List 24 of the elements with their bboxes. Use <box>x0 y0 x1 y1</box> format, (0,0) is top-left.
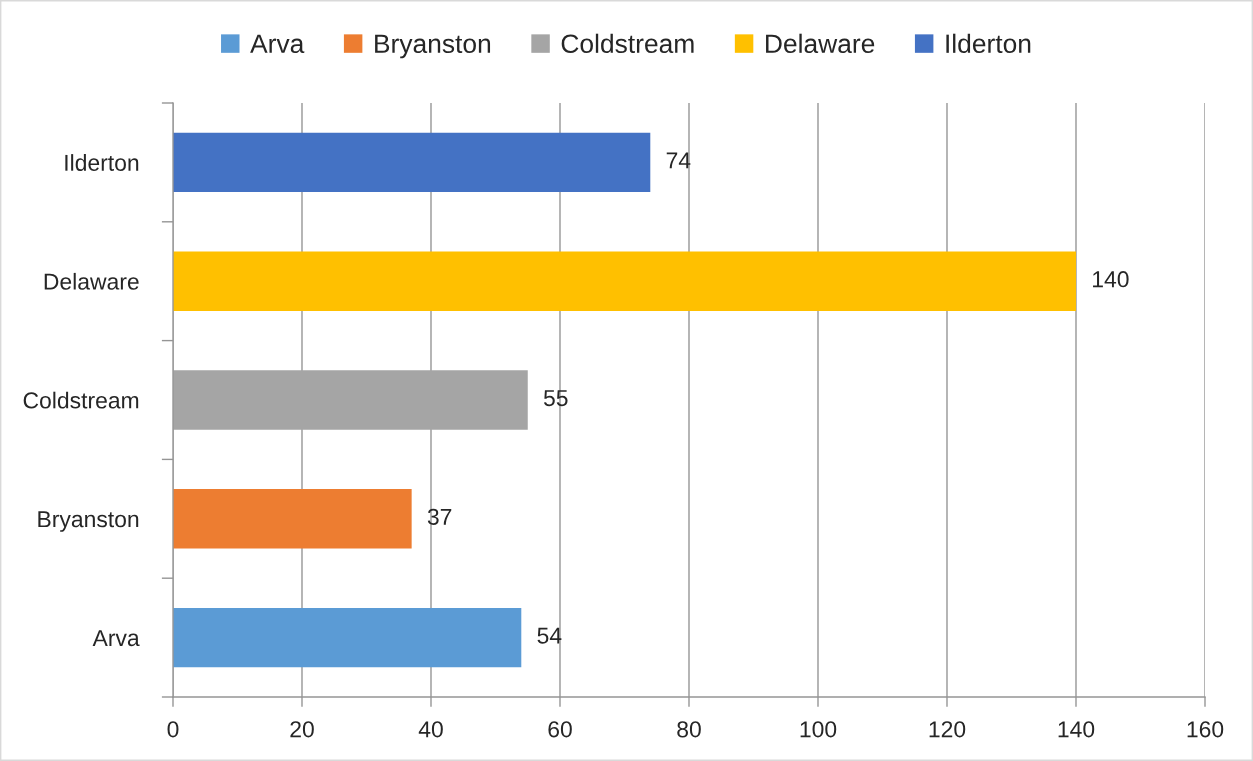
x-tick-label: 100 <box>800 721 837 738</box>
y-tick-label: Coldstream <box>23 391 139 409</box>
legend-label: Coldstream <box>561 33 694 54</box>
y-tick-label: Arva <box>92 630 140 647</box>
x-tick-label: 80 <box>677 721 701 738</box>
data-label: 74 <box>666 152 691 169</box>
data-label: 54 <box>537 627 562 644</box>
x-tick-label: 140 <box>1058 721 1095 738</box>
legend-label: Delaware <box>766 33 875 54</box>
y-tick-label: Ilderton <box>65 154 139 171</box>
y-tick-label: Bryanston <box>38 511 139 532</box>
legend-label: Bryanston <box>375 34 491 59</box>
x-tick-label: 40 <box>418 721 443 738</box>
legend-label: Arva <box>250 34 305 54</box>
x-tick-label: 0 <box>167 721 179 738</box>
x-tick-label: 120 <box>929 721 966 738</box>
x-tick-label: 20 <box>290 721 314 738</box>
y-tick-label: Delaware <box>44 272 139 290</box>
data-label: 140 <box>1093 271 1129 288</box>
data-label: 37 <box>427 508 452 525</box>
data-label: 55 <box>543 390 568 407</box>
x-tick-label: 60 <box>548 721 572 738</box>
x-tick-label: 160 <box>1187 721 1224 738</box>
legend-label: Ilderton <box>946 33 1031 54</box>
